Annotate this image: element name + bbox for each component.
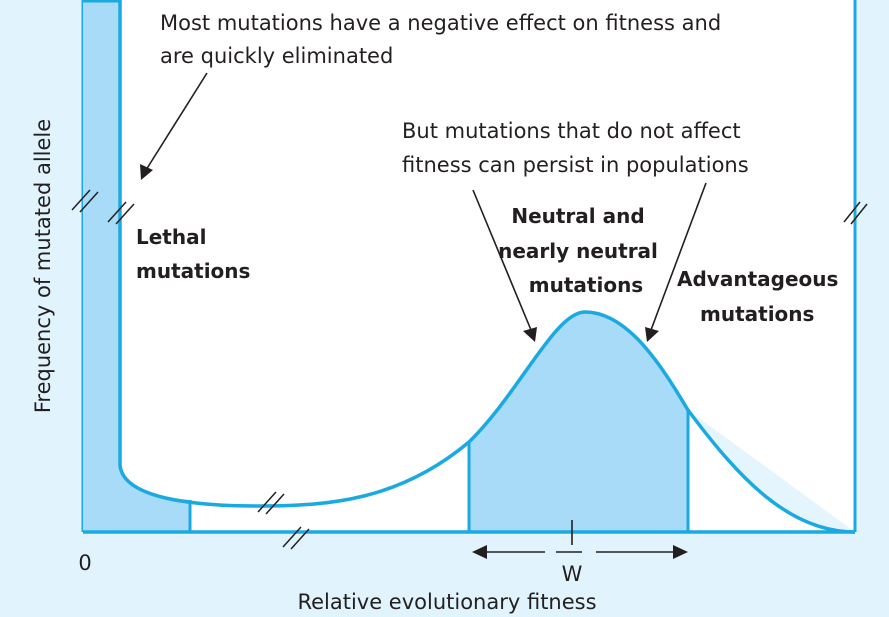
arrow-to-advantageous xyxy=(650,182,707,331)
label-neutral-line1: Neutral and xyxy=(511,204,644,228)
x-axis-label: Relative evolutionary fitness xyxy=(297,590,596,614)
label-neutral-line2: nearly neutral xyxy=(498,239,658,263)
range-arrowheads xyxy=(472,545,688,559)
arrow-to-neutral xyxy=(472,189,532,331)
mean-fitness-label: W xyxy=(562,562,583,586)
label-neutral-line3: mutations xyxy=(529,273,643,297)
y-axis-label: Frequency of mutated allele xyxy=(31,119,55,413)
annotation-neutral-line1: But mutations that do not affect xyxy=(402,119,741,143)
label-lethal-line2: mutations xyxy=(136,259,250,283)
arrow-to-lethal xyxy=(145,72,208,171)
neutral-region xyxy=(469,312,688,532)
tail-under-curve xyxy=(688,410,855,532)
annotation-arrows xyxy=(145,72,707,331)
lethal-region xyxy=(83,0,190,532)
annotation-negative-line2: are quickly eliminated xyxy=(160,44,393,68)
label-lethal-line1: Lethal xyxy=(136,225,206,249)
annotation-neutral-line2: fitness can persist in populations xyxy=(402,153,749,177)
annotation-negative-line1: Most mutations have a negative effect on… xyxy=(160,11,721,35)
origin-label: 0 xyxy=(78,551,91,575)
label-advantageous-line2: mutations xyxy=(700,302,814,326)
distribution-curve xyxy=(118,0,856,534)
label-advantageous-line1: Advantageous xyxy=(677,267,838,291)
arrowheads xyxy=(140,164,659,342)
axis-break-marks xyxy=(71,189,868,550)
